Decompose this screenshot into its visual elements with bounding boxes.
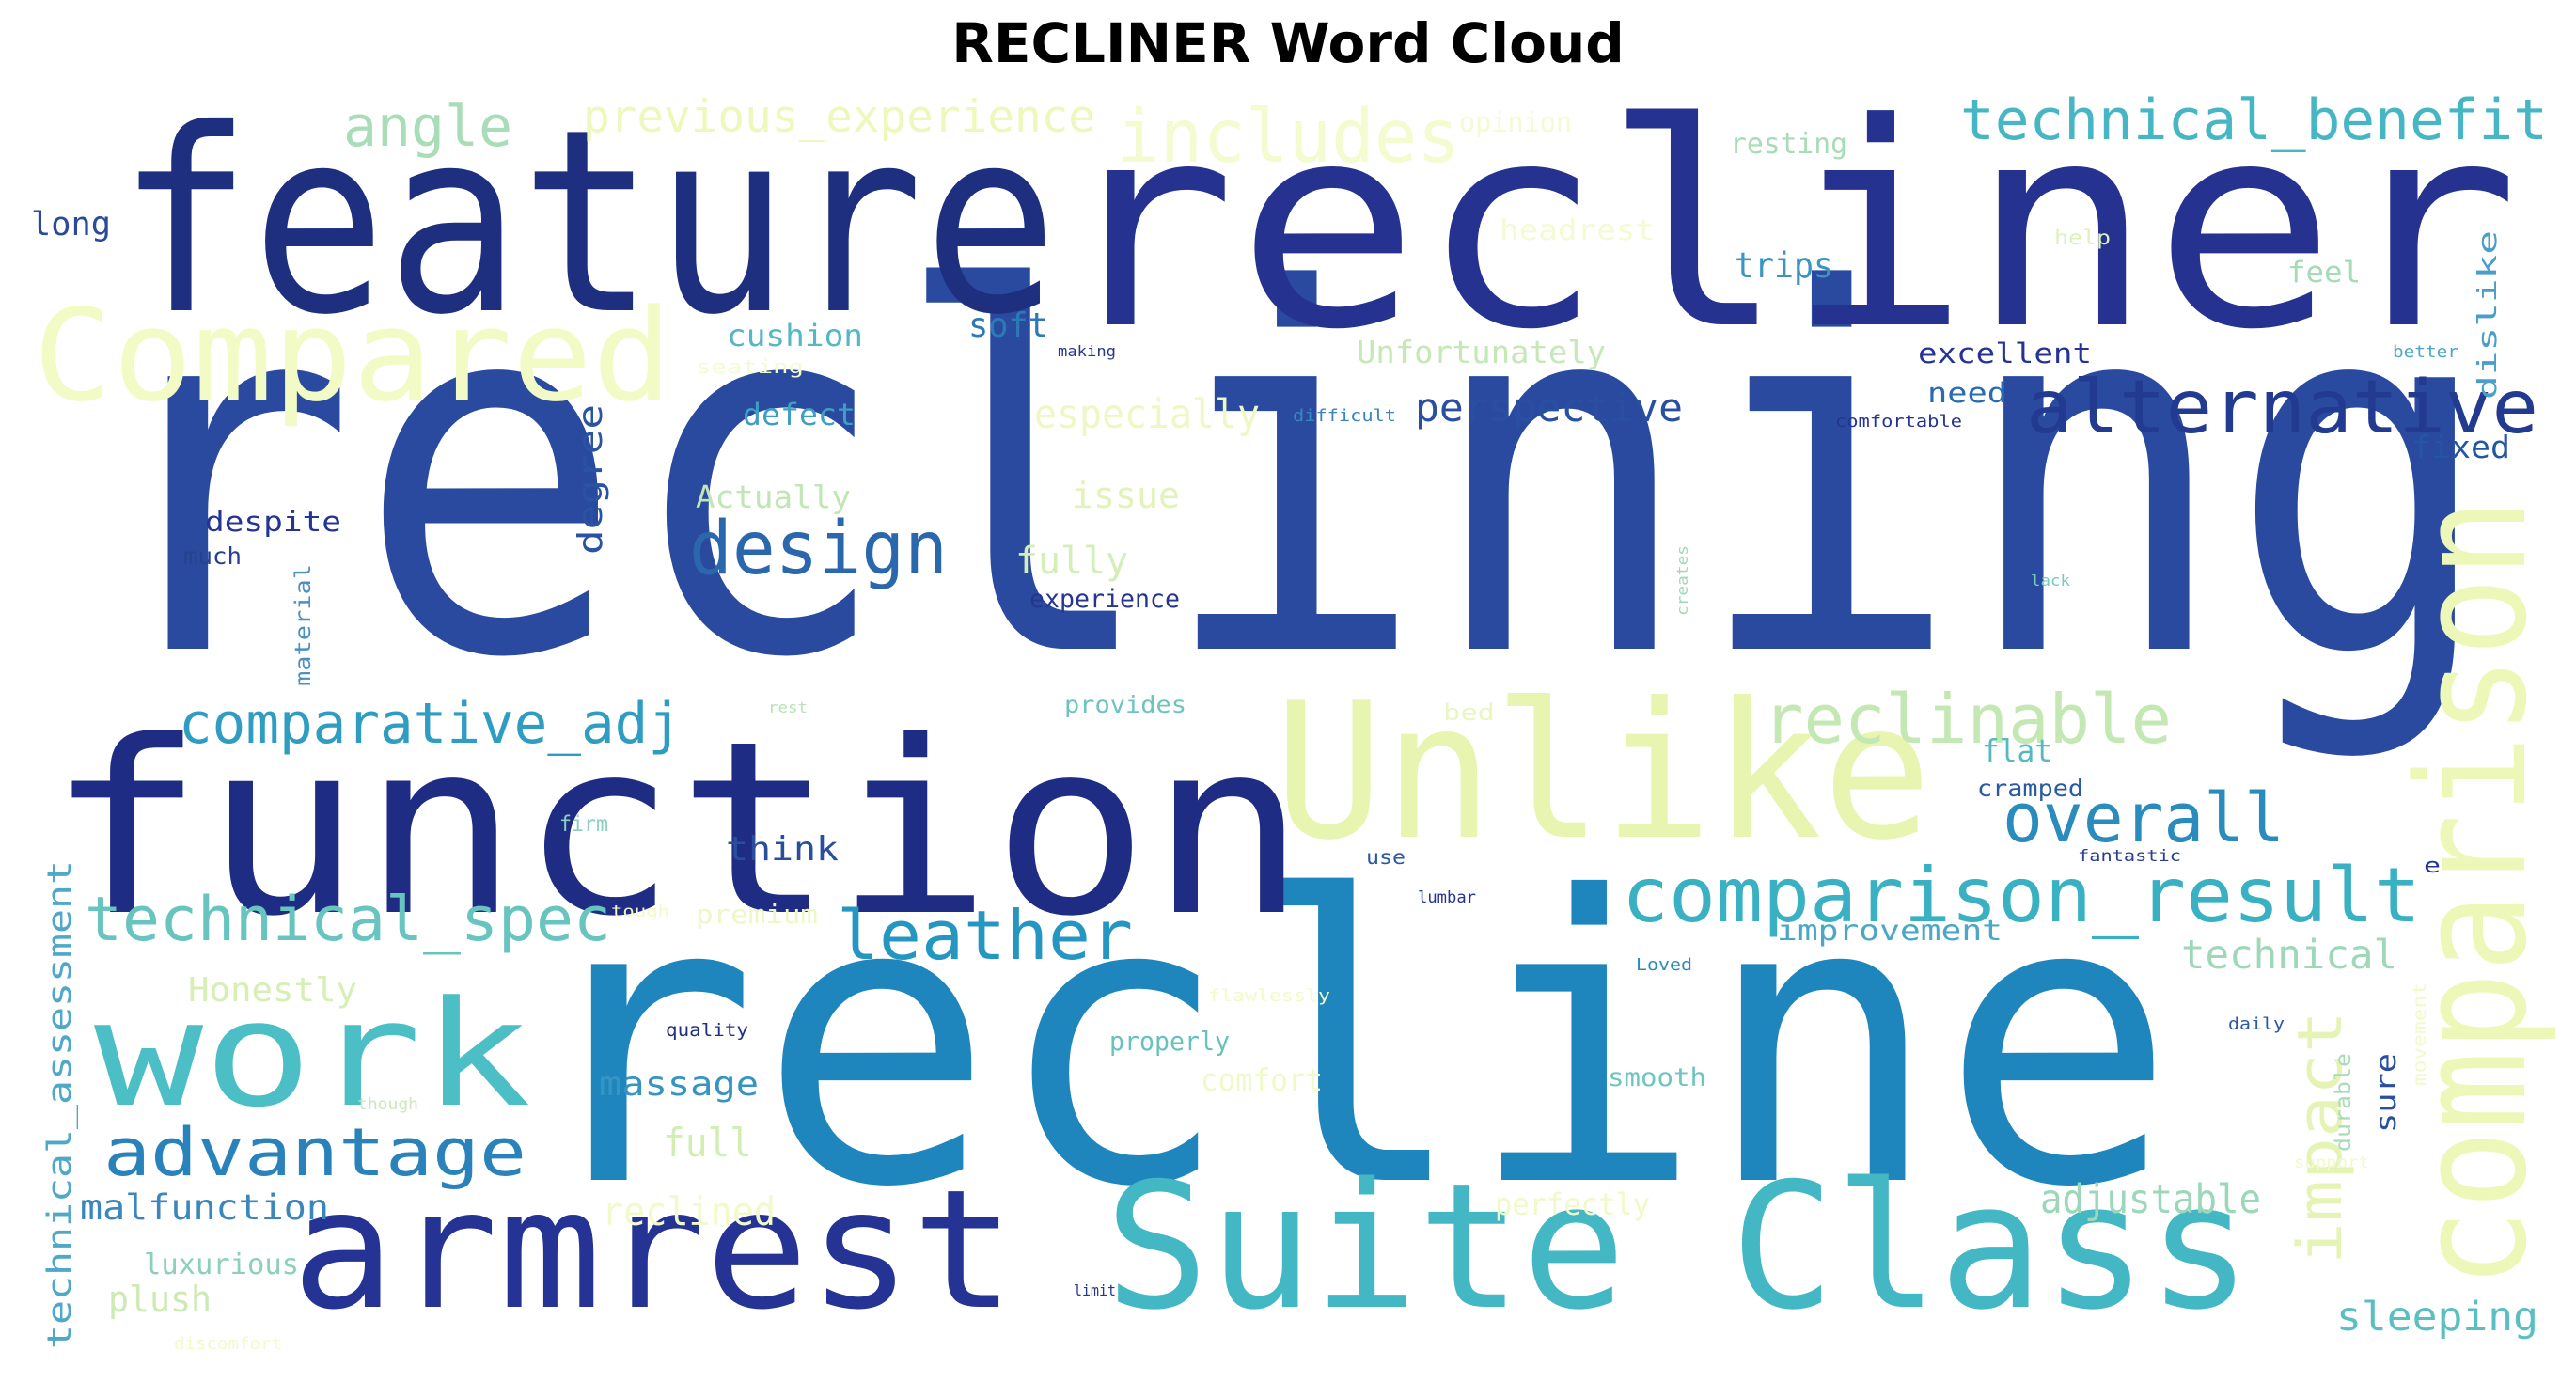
- word-better: better: [2393, 342, 2458, 362]
- word-flawlessly: flawlessly: [1208, 986, 1330, 1006]
- word-previous-experience: previous_experience: [583, 91, 1095, 143]
- word-comfort: comfort: [1201, 1061, 1323, 1098]
- page-title: RECLINER Word Cloud: [951, 11, 1625, 75]
- word-defect: defect: [743, 397, 856, 432]
- word-though: though: [357, 1095, 418, 1114]
- word-experience: experience: [1029, 585, 1180, 614]
- word-recline: recline: [522, 814, 2176, 1274]
- word-firm: firm: [559, 812, 608, 837]
- word-advantage: advantage: [103, 1114, 526, 1191]
- word-comparison: comparison: [2384, 498, 2560, 1288]
- word-unlike: Unlike: [1274, 663, 1932, 882]
- word-help: help: [2054, 227, 2111, 249]
- word-overall: overall: [2003, 778, 2285, 857]
- word-especially: especially: [1034, 391, 1260, 438]
- word-e: e: [2424, 855, 2441, 878]
- word-perspective: perspective: [1415, 385, 1683, 431]
- word-feel: feel: [2287, 256, 2361, 290]
- word-support: support: [2294, 1154, 2369, 1172]
- word-feature: feature: [118, 74, 1058, 370]
- word-seating: seating: [696, 355, 804, 378]
- word-rest: rest: [768, 699, 808, 716]
- word-use: use: [1366, 846, 1406, 869]
- word-think: think: [726, 830, 839, 869]
- word-includes: includes: [1117, 95, 1460, 180]
- word-trips: trips: [1735, 245, 1833, 286]
- word-limit: limit: [1074, 1281, 1116, 1299]
- word-technical: technical: [2181, 932, 2397, 979]
- word-premium: premium: [696, 899, 818, 930]
- word-armrest: armrest: [291, 1155, 1015, 1346]
- word-quality: quality: [666, 1020, 748, 1041]
- word-massage: massage: [599, 1065, 759, 1104]
- word-comparative-adj: comparative_adj: [179, 691, 682, 757]
- word-function: function: [47, 690, 1307, 969]
- word-material: material: [291, 564, 316, 686]
- word-properly: properly: [1109, 1026, 1230, 1057]
- word-tough: tough: [611, 903, 669, 921]
- word-issue: issue: [1072, 475, 1180, 516]
- word-loved: Loved: [1636, 955, 1692, 975]
- word-fantastic: fantastic: [2078, 847, 2181, 866]
- word-technical-assessment: technical_assessment: [41, 860, 79, 1349]
- word-plush: plush: [108, 1279, 212, 1320]
- word-compared: Compared: [33, 282, 672, 430]
- word-excellent: excellent: [1918, 338, 2092, 369]
- word-provides: provides: [1064, 691, 1186, 718]
- word-impact: impact: [2285, 1011, 2356, 1264]
- word-degree: degree: [572, 404, 610, 555]
- word-perfectly: perfectly: [1495, 1186, 1650, 1222]
- word-long: long: [31, 206, 111, 243]
- word-leather: leather: [837, 896, 1133, 975]
- word-making: making: [1058, 342, 1116, 360]
- word-resting: resting: [1730, 128, 1847, 161]
- word-comparison-result: comparison_result: [1622, 852, 2421, 939]
- word-malfunction: malfunction: [80, 1187, 329, 1228]
- word-reclinable: reclinable: [1763, 680, 2172, 759]
- word-work: work: [94, 969, 531, 1139]
- word-fully: fully: [1015, 540, 1128, 583]
- word-flat: flat: [1982, 732, 2052, 769]
- word-technical-spec: technical_spec: [85, 885, 611, 955]
- word-lack: lack: [2031, 572, 2070, 589]
- word-headrest: headrest: [1500, 214, 1655, 247]
- word-much: much: [183, 542, 242, 570]
- word-durable: durable: [2332, 1053, 2356, 1152]
- word-suite-class: Suite Class: [1105, 1145, 2252, 1348]
- word-dislike: dislike: [2472, 230, 2503, 400]
- word-honestly: Honestly: [188, 971, 357, 1010]
- word-bed: bed: [1443, 699, 1495, 726]
- word-fixed: fixed: [2411, 429, 2510, 465]
- word-reclining: reclining: [89, 186, 2496, 766]
- word-cramped: cramped: [1977, 775, 2083, 802]
- word-difficult: difficult: [1293, 406, 1396, 426]
- word-improvement: improvement: [1777, 915, 2003, 948]
- word-despite: despite: [205, 506, 341, 538]
- word-opinion: opinion: [1459, 106, 1572, 138]
- word-daily: daily: [2228, 1014, 2285, 1034]
- word-cushion: cushion: [727, 318, 863, 353]
- word-recliner: recliner: [1053, 63, 2520, 391]
- word-technical-benefit: technical_benefit: [1960, 87, 2548, 153]
- word-angle: angle: [343, 94, 512, 160]
- word-actually: Actually: [696, 479, 851, 515]
- word-lumbar: lumbar: [1418, 888, 1476, 907]
- word-full: full: [663, 1120, 752, 1166]
- word-sleeping: sleeping: [2336, 1294, 2538, 1341]
- word-soft: soft: [968, 306, 1048, 345]
- word-comfortable: comfortable: [1835, 412, 1962, 432]
- word-sure: sure: [2370, 1053, 2403, 1133]
- word-alternative: alternative: [2026, 366, 2538, 450]
- word-movement: movement: [2410, 982, 2430, 1086]
- word-reclined: reclined: [602, 1188, 776, 1234]
- word-luxurious: luxurious: [144, 1249, 299, 1281]
- word-unfortunately: Unfortunately: [1357, 334, 1606, 370]
- word-design: design: [689, 507, 948, 591]
- word-adjustable: adjustable: [2040, 1176, 2261, 1223]
- word-discomfort: discomfort: [174, 1334, 282, 1354]
- word-creates: creates: [1673, 545, 1691, 616]
- word-smooth: smooth: [1608, 1063, 1706, 1092]
- word-need: need: [1927, 377, 2007, 409]
